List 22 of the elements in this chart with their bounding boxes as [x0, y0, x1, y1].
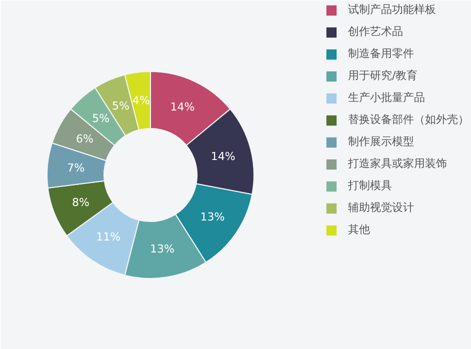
legend-label: 替换设备部件（如外壳）: [348, 112, 469, 127]
legend-label: 生产小批量产品: [348, 90, 425, 105]
data-label: 5%: [92, 112, 110, 126]
legend-label: 用于研究/教育: [348, 68, 418, 83]
legend-label: 试制产品功能样板: [348, 2, 436, 17]
legend-label: 创作艺术品: [348, 24, 403, 39]
data-label: 8%: [72, 196, 90, 210]
legend-label: 制造备用零件: [348, 46, 414, 61]
data-label: 6%: [76, 132, 94, 146]
data-label: 11%: [96, 230, 121, 244]
data-label: 14%: [210, 150, 236, 163]
data-label: 5%: [112, 100, 130, 113]
data-label: 13%: [200, 210, 225, 224]
data-label: 4%: [132, 94, 150, 108]
legend-label: 其他: [348, 222, 370, 237]
legend-label: 制作展示模型: [348, 134, 414, 149]
data-label: 7%: [67, 161, 85, 174]
data-label: 14%: [170, 100, 195, 114]
legend-label: 打制模具: [348, 178, 392, 193]
legend-label: 打造家具或家用装饰: [348, 156, 447, 171]
data-label: 13%: [150, 242, 174, 256]
legend-label: 辅助视觉设计: [348, 200, 414, 215]
